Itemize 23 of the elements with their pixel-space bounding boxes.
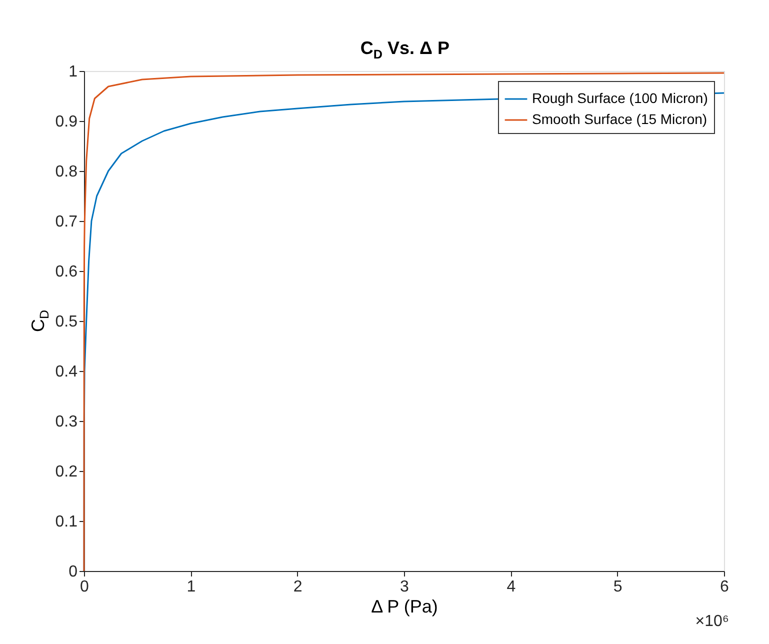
y-tick-label: 0 [68, 564, 78, 580]
y-tick-label: 0.6 [55, 264, 78, 280]
x-tick-label: 4 [506, 578, 516, 596]
text: ×10⁶ [695, 613, 729, 630]
y-tick-label: 1 [68, 64, 78, 80]
y-tick-label: 0.7 [55, 214, 78, 230]
x-tick-label: 2 [293, 578, 302, 596]
y-tick-label: 0.8 [55, 164, 78, 180]
legend-label: Smooth Surface (15 Micron) [532, 111, 708, 127]
y-tick-label: 0.9 [55, 114, 78, 130]
x-tick-label: 3 [400, 578, 410, 596]
y-tick-label: 0.3 [55, 414, 78, 430]
y-tick-label: 0.2 [55, 464, 78, 480]
y-axis-title: CD [28, 310, 52, 332]
x-tick-label: 1 [186, 578, 196, 596]
y-tick-label: 0.5 [55, 314, 78, 330]
x-tick-label: 0 [80, 578, 90, 596]
legend-label: Rough Surface (100 Micron) [532, 90, 708, 106]
x-tick-label: 6 [720, 578, 730, 596]
y-tick-label: 0.1 [55, 514, 78, 530]
x-axis-title: Δ P (Pa) [371, 596, 438, 616]
x-tick-label: 5 [613, 578, 622, 596]
y-tick-label: 0.4 [55, 364, 78, 380]
